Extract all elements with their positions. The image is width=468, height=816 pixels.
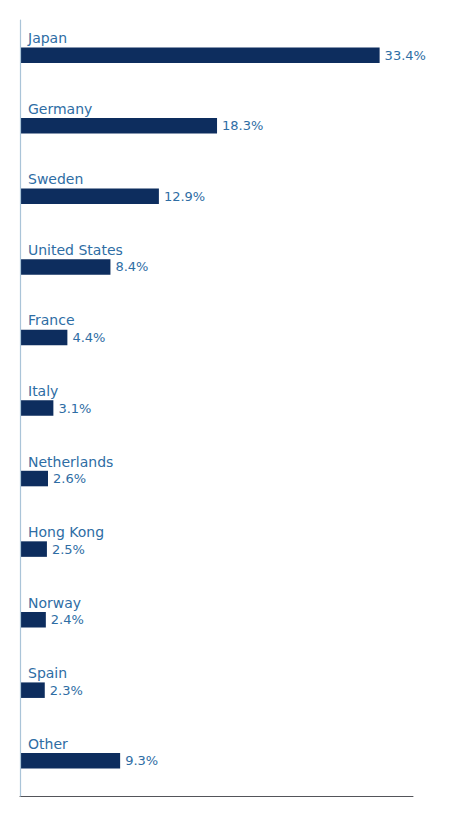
svg-text:2.4%: 2.4% (51, 612, 84, 627)
svg-text:18.3%: 18.3% (222, 118, 263, 133)
svg-text:2.3%: 2.3% (50, 683, 83, 698)
svg-text:United States: United States (28, 242, 123, 258)
svg-text:France: France (28, 312, 75, 328)
svg-text:12.9%: 12.9% (164, 189, 205, 204)
svg-text:4.4%: 4.4% (72, 330, 105, 345)
svg-text:Netherlands: Netherlands (28, 454, 113, 470)
svg-text:2.5%: 2.5% (52, 542, 85, 557)
svg-text:Sweden: Sweden (28, 171, 83, 187)
svg-text:Italy: Italy (28, 383, 58, 399)
svg-text:Spain: Spain (28, 665, 67, 681)
svg-text:Hong Kong: Hong Kong (28, 524, 104, 540)
svg-text:9.3%: 9.3% (125, 753, 158, 768)
svg-text:3.1%: 3.1% (58, 401, 91, 416)
svg-text:Germany: Germany (28, 101, 92, 117)
svg-text:33.4%: 33.4% (385, 48, 426, 63)
svg-text:Other: Other (28, 736, 68, 752)
svg-text:8.4%: 8.4% (115, 259, 148, 274)
svg-text:2.6%: 2.6% (53, 471, 86, 486)
svg-text:Japan: Japan (27, 30, 67, 46)
svg-text:Norway: Norway (28, 595, 81, 611)
